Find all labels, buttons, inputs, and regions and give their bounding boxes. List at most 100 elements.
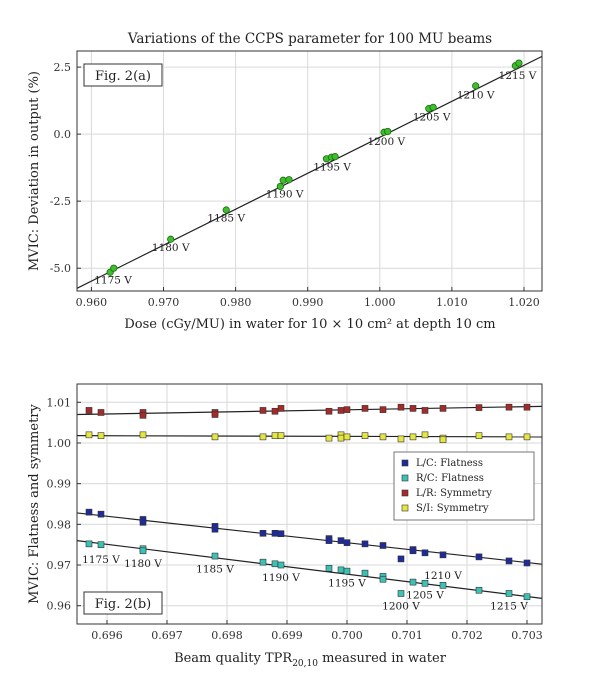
x-tick-label: 0.980 <box>220 296 252 309</box>
voltage-annotation: 1185 V <box>207 212 245 224</box>
series-3-point <box>343 433 351 441</box>
series-2-point <box>439 405 447 412</box>
voltage-annotation: 1210 V <box>457 90 495 102</box>
x-tick-label: 0.701 <box>391 629 423 642</box>
series-0-point <box>277 530 285 537</box>
data-point <box>515 59 523 67</box>
voltage-annotation: 1180 V <box>124 558 162 570</box>
series-2-point <box>397 403 405 411</box>
voltage-annotation: 1175 V <box>82 554 120 566</box>
series-1-point <box>523 593 531 601</box>
x-tick-label: 1.000 <box>364 296 396 309</box>
panel-a-fit-line <box>76 55 543 289</box>
series-3-point <box>421 431 429 439</box>
series-0-point <box>85 508 93 516</box>
series-2-point <box>259 407 267 414</box>
series-1-point <box>343 567 351 575</box>
data-point <box>472 82 480 90</box>
voltage-annotation: 1200 V <box>382 601 420 613</box>
panel-a-label: Fig. 2(a) <box>95 69 151 84</box>
x-tick-label: 0.970 <box>148 296 180 309</box>
series-0-point <box>211 525 219 533</box>
y-tick-label: 0.96 <box>47 600 72 613</box>
series-3-point <box>337 434 345 442</box>
panel-b-x-axis-label-subscript: 20,10 <box>292 659 318 669</box>
x-tick-label: 0.700 <box>331 629 363 642</box>
series-2-point <box>325 407 333 415</box>
panel-a-data-points <box>106 59 523 276</box>
series-2-point <box>475 404 483 411</box>
series-0-point <box>397 555 405 563</box>
series-0-point <box>97 510 105 518</box>
series-0-point <box>421 549 429 557</box>
series-2-point <box>361 405 369 412</box>
panel-a-x-ticks: 0.960 0.970 0.980 0.990 1.000 1.010 1.020 <box>76 287 540 309</box>
data-point <box>285 176 293 184</box>
series-3-point <box>379 433 387 441</box>
series-3-point <box>211 433 219 441</box>
y-tick-label: -5.0 <box>50 262 71 275</box>
series-1-point <box>271 560 279 568</box>
x-tick-label: 0.990 <box>292 296 324 309</box>
legend-entry: L/C: Flatness <box>416 458 483 469</box>
panel-a-plot-area <box>77 51 542 291</box>
fit-line <box>76 540 543 599</box>
series-0-point <box>361 540 369 548</box>
x-tick-label: 0.703 <box>511 629 543 642</box>
panel-b-data-points <box>85 403 531 601</box>
series-0-point <box>379 542 387 549</box>
y-tick-label: 2.5 <box>54 61 72 74</box>
fit-line <box>76 405 543 416</box>
fit-line <box>76 55 543 289</box>
fit-line <box>76 435 543 438</box>
series-3-point <box>277 432 285 439</box>
series-1-point <box>325 564 333 572</box>
y-tick-label: 0.98 <box>47 518 72 531</box>
panel-a-x-axis-label: Dose (cGy/MU) in water for 10 × 10 cm² a… <box>124 317 495 332</box>
legend-swatch <box>401 504 409 512</box>
series-2-point <box>139 412 147 419</box>
panel-b-x-ticks: 0.696 0.697 0.698 0.699 0.700 0.701 0.702 0.703 <box>91 620 543 642</box>
data-point <box>276 182 284 191</box>
data-point <box>222 206 230 214</box>
panel-b-chart: 1175 V 1180 V 1185 V 1190 V 1195 V 1200 V1205… <box>27 383 543 669</box>
panel-a-title: Variations of the CCPS parameter for 100… <box>127 31 492 47</box>
series-1-point <box>421 580 429 587</box>
series-1-point <box>97 541 105 548</box>
y-tick-label: 1.00 <box>47 437 72 450</box>
series-2-point <box>277 405 285 412</box>
panel-b-frame <box>76 383 543 625</box>
series-0-point <box>139 519 147 526</box>
legend-swatch <box>401 459 409 467</box>
series-0-point <box>475 553 483 561</box>
x-tick-label: 1.010 <box>436 296 468 309</box>
fit-line <box>76 512 543 565</box>
series-2-point <box>337 407 345 414</box>
voltage-annotation: 1180 V <box>152 242 190 254</box>
legend-box <box>393 451 535 521</box>
panel-a-label-box <box>83 63 163 87</box>
panel-b-y-ticks: 0.96 0.97 0.98 0.99 1.00 1.01 <box>47 396 81 613</box>
y-tick-label: -2.5 <box>50 195 71 208</box>
data-point <box>331 153 339 161</box>
series-2-point <box>523 403 531 411</box>
series-3-point <box>325 434 333 442</box>
voltage-annotation: 1195 V <box>313 161 351 173</box>
x-tick-label: 0.960 <box>76 296 108 309</box>
series-1-point <box>379 575 387 583</box>
legend-swatch <box>401 489 409 497</box>
y-tick-label: 0.0 <box>54 128 72 141</box>
x-tick-label: 0.698 <box>211 629 243 642</box>
panel-a-y-ticks: -5.0 -2.5 0.0 2.5 <box>50 61 81 275</box>
series-0-point <box>439 551 447 559</box>
y-tick-label: 1.01 <box>47 396 72 409</box>
voltage-annotation: 1215 V <box>490 601 528 613</box>
series-1-point <box>277 561 285 569</box>
panel-b-y-axis-label: MVIC: Flatness and symmetry <box>27 403 42 603</box>
series-3-point <box>397 435 405 443</box>
series-3-point <box>505 433 513 441</box>
series-0-point <box>523 559 531 567</box>
series-2-point <box>97 409 105 416</box>
series-3-point <box>439 436 447 444</box>
panel-b-annotations: 1175 V 1180 V 1185 V 1190 V 1195 V 1200 V1205… <box>82 554 528 613</box>
